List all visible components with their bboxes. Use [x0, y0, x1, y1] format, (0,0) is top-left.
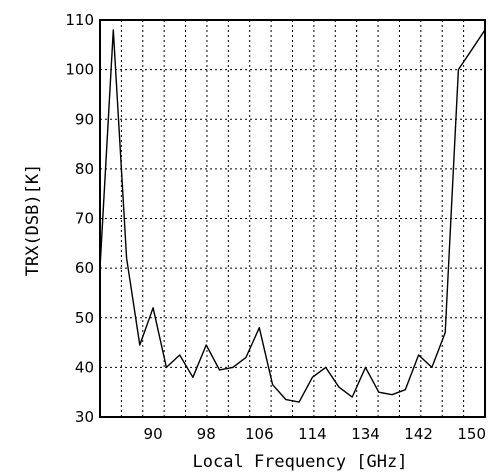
x-tick-label: 106 — [245, 425, 274, 443]
y-axis-label: TRX(DSB)[K] — [23, 164, 43, 277]
x-tick-label: 98 — [197, 425, 216, 443]
x-tick-label: 142 — [404, 425, 433, 443]
y-tick-label: 100 — [65, 61, 94, 79]
series-layer — [99, 29, 486, 403]
x-tick-label: 90 — [144, 425, 163, 443]
y-tick-label: 60 — [75, 259, 94, 277]
y-tick-label: 90 — [75, 110, 94, 128]
grid — [100, 20, 485, 417]
series-line — [99, 29, 486, 403]
x-axis-label: Local Frequency [GHz] — [193, 452, 408, 472]
y-tick-label: 50 — [75, 309, 94, 327]
y-tick-label: 80 — [75, 160, 94, 178]
y-tick-label: 70 — [75, 210, 94, 228]
x-tick-label: 134 — [351, 425, 380, 443]
tick-labels: 30 40 50 60 70 80 90 100 110 90 98 106 114 134 142 150 — [65, 11, 486, 443]
plot-frame — [99, 19, 486, 418]
x-tick-label: 150 — [457, 425, 486, 443]
y-tick-label: 30 — [75, 408, 94, 426]
y-tick-label: 40 — [75, 358, 94, 376]
x-tick-label: 114 — [298, 425, 327, 443]
y-tick-label: 110 — [65, 11, 94, 29]
